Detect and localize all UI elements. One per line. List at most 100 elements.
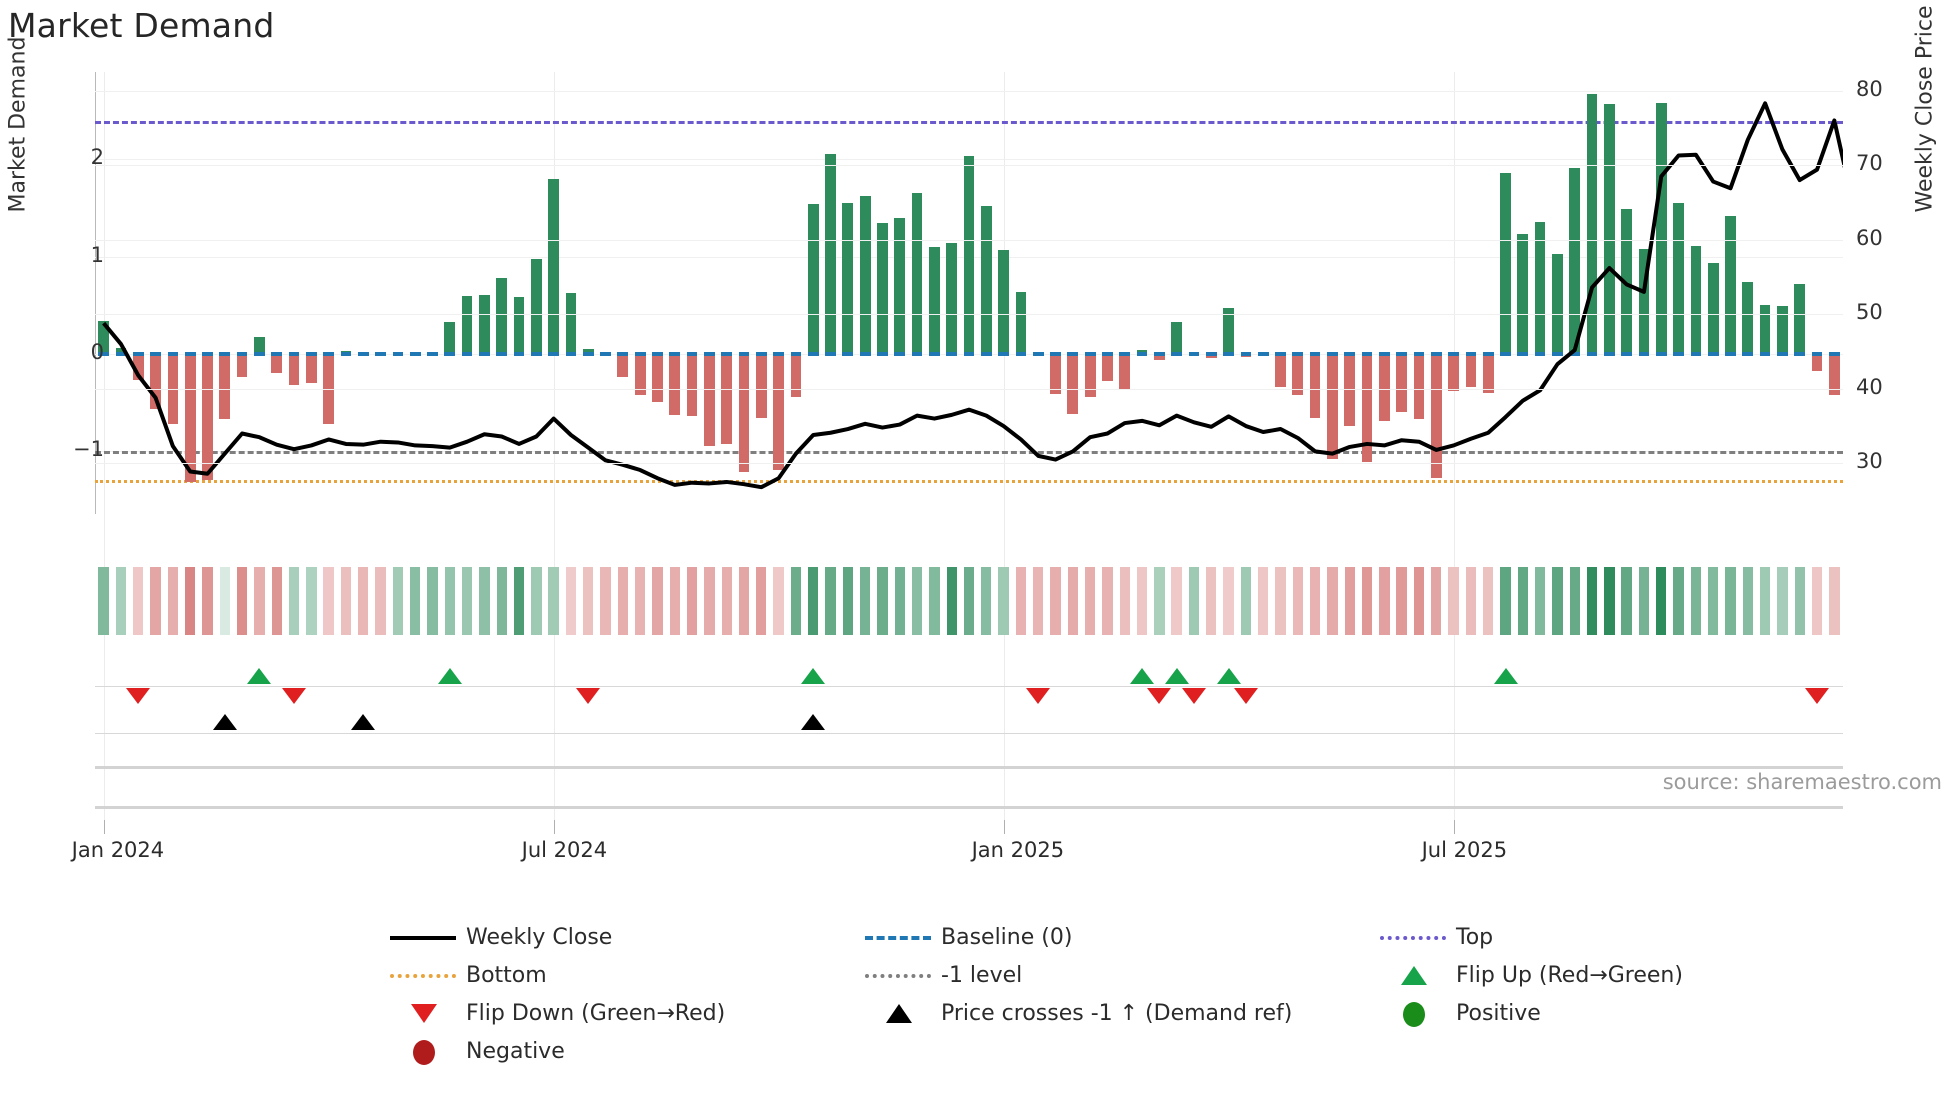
y-tick-right: 50 <box>1856 300 1883 325</box>
legend-item[interactable]: Positive <box>1370 994 1683 1032</box>
legend-item[interactable]: Weekly Close <box>380 918 725 956</box>
strip-cell <box>444 567 455 635</box>
legend-item[interactable]: -1 level <box>855 956 1292 994</box>
legend-label: Weekly Close <box>466 924 613 950</box>
y-tick-left: 2 <box>90 145 104 170</box>
strip-cell <box>115 567 127 635</box>
y-axis-label-right: Weekly Close Price <box>1913 6 1938 213</box>
demand-bar <box>1655 103 1667 354</box>
baseline-segment <box>254 351 265 356</box>
baseline-segment <box>1552 351 1563 356</box>
gridline-right <box>95 165 1843 167</box>
demand-bar <box>1500 173 1511 354</box>
strip-cell <box>167 567 179 635</box>
demand-bar <box>167 353 179 424</box>
baseline-segment <box>565 351 577 356</box>
y-tick-left: −1 <box>73 436 104 461</box>
flip-down-marker <box>126 688 151 704</box>
legend-item[interactable]: Flip Up (Red→Green) <box>1370 956 1683 994</box>
flip-up-marker <box>1130 668 1155 684</box>
baseline-segment <box>1465 351 1477 356</box>
strip-cell <box>963 567 975 635</box>
legend-item[interactable]: Price crosses -1 ↑ (Demand ref) <box>855 994 1292 1032</box>
demand-bar <box>1067 353 1079 414</box>
demand-bar <box>1223 308 1234 354</box>
demand-bar <box>1828 353 1840 395</box>
demand-bar <box>254 337 265 354</box>
strip-cell <box>236 567 248 635</box>
demand-bar <box>1309 353 1321 418</box>
strip-cell <box>1708 567 1719 635</box>
reference-line-bottom <box>95 480 1843 483</box>
y-tick-right: 70 <box>1856 151 1883 176</box>
strip-cell <box>1171 567 1182 635</box>
strip-cell <box>756 567 767 635</box>
baseline-segment <box>357 351 369 356</box>
demand-bar <box>1586 94 1598 354</box>
strip-cell <box>859 567 871 635</box>
strip-cell <box>479 567 490 635</box>
demand-bar <box>1292 353 1304 396</box>
strip-cell <box>911 567 923 635</box>
legend-item[interactable]: Baseline (0) <box>855 918 1292 956</box>
strip-cell <box>773 567 784 635</box>
strip-cell <box>340 567 352 635</box>
baseline-segment <box>652 351 663 356</box>
baseline-segment <box>842 351 854 356</box>
demand-bar <box>634 353 646 395</box>
legend-glyph-circle-icon <box>1370 994 1456 1032</box>
strip-cell <box>583 567 594 635</box>
demand-bar <box>219 353 231 419</box>
legend-glyph-triangle-down-icon <box>380 994 466 1032</box>
demand-bar <box>271 353 283 374</box>
legend-item[interactable]: Flip Down (Green→Red) <box>380 994 725 1032</box>
strip-cell <box>461 567 473 635</box>
demand-bar <box>1465 353 1477 387</box>
y-tick-left: 0 <box>90 339 104 364</box>
strip-cell <box>686 567 698 635</box>
legend-glyph-dotted-line-icon <box>1370 918 1456 956</box>
baseline-segment <box>427 351 438 356</box>
demand-bar <box>704 353 715 446</box>
baseline-segment <box>219 351 231 356</box>
flip-down-marker <box>1147 688 1172 704</box>
demand-bar <box>669 353 681 415</box>
demand-bar <box>1777 306 1788 354</box>
baseline-segment <box>271 351 283 356</box>
x-axis-tick <box>103 820 105 834</box>
demand-bar <box>479 295 490 354</box>
baseline-segment <box>1084 351 1096 356</box>
legend-item[interactable]: Bottom <box>380 956 725 994</box>
baseline-segment <box>1759 351 1771 356</box>
strip-cell <box>427 567 438 635</box>
demand-bar <box>565 292 577 354</box>
strip-cell <box>1811 567 1823 635</box>
baseline-segment <box>1223 351 1234 356</box>
baseline-segment <box>704 351 715 356</box>
strip-cell <box>548 567 559 635</box>
legend-item[interactable]: Top <box>1370 918 1683 956</box>
demand-bar <box>929 246 940 354</box>
legend-item[interactable]: Negative <box>380 1032 725 1070</box>
demand-bar <box>150 353 161 410</box>
y-tick-left: 1 <box>90 242 104 267</box>
demand-bar <box>1725 215 1736 354</box>
baseline-segment <box>877 351 888 356</box>
strip-cell <box>513 567 525 635</box>
demand-bar <box>773 353 784 471</box>
flip-up-marker <box>437 668 462 684</box>
baseline-segment <box>980 351 992 356</box>
legend-line-sample <box>865 936 931 940</box>
baseline-segment <box>1500 351 1511 356</box>
baseline-segment <box>634 351 646 356</box>
baseline-segment <box>1136 351 1148 356</box>
baseline-segment <box>1777 351 1788 356</box>
baseline-segment <box>946 351 958 356</box>
strip-cell <box>1258 567 1269 635</box>
strip-cell <box>946 567 957 635</box>
demand-bar <box>617 353 629 378</box>
baseline-segment <box>1673 351 1684 356</box>
x-axis-tick <box>1453 820 1455 834</box>
demand-bar <box>859 196 871 354</box>
gridline-right <box>95 239 1843 241</box>
